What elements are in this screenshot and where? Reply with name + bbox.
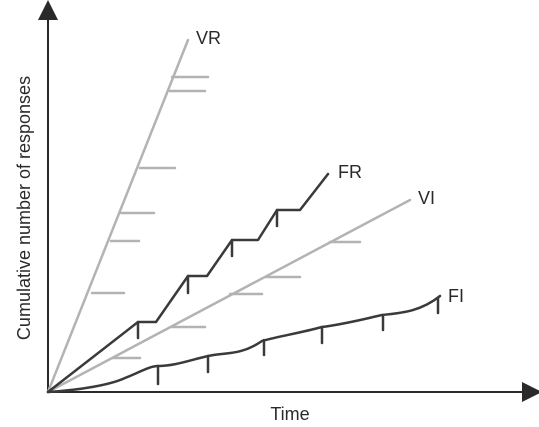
y-axis-label: Cumulative number of responses xyxy=(14,76,34,340)
curve-labels: VR FR VI FI xyxy=(196,28,464,306)
vr-line xyxy=(46,38,190,394)
label-fr: FR xyxy=(338,162,362,182)
curve-fr xyxy=(46,172,330,394)
x-axis-label: Time xyxy=(270,404,309,424)
fi-line xyxy=(46,294,442,394)
axes xyxy=(38,0,539,402)
curve-vr xyxy=(46,38,210,394)
curve-vi xyxy=(46,198,412,394)
label-vr: VR xyxy=(196,28,221,48)
label-vi: VI xyxy=(418,188,435,208)
curve-fi xyxy=(46,294,442,394)
fr-line xyxy=(46,172,330,394)
vi-line xyxy=(46,198,412,394)
label-fi: FI xyxy=(448,286,464,306)
